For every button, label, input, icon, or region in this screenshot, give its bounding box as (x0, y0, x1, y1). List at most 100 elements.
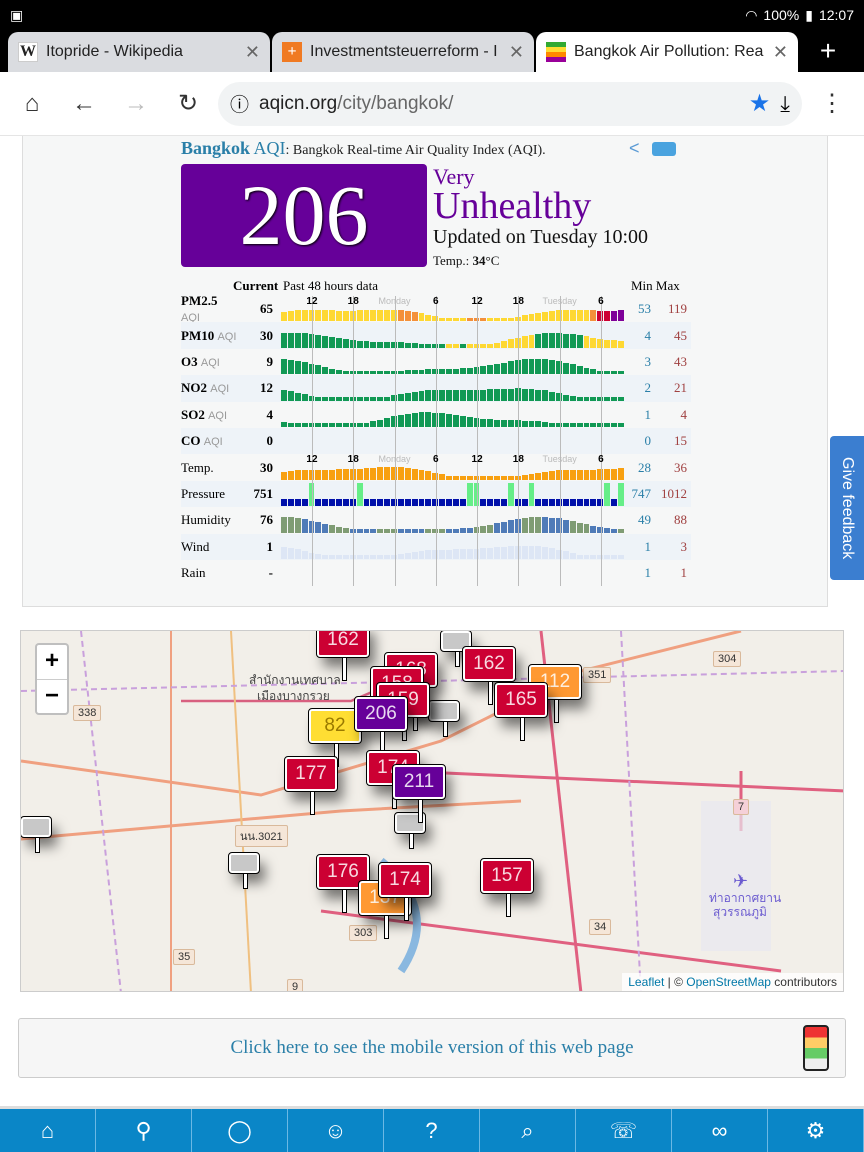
map[interactable]: + − 338 351 304 7 นน.3021 303 34 35 9 สำ… (20, 630, 844, 992)
close-tab-icon[interactable]: ✕ (244, 41, 260, 62)
search-icon[interactable]: ⌕ (480, 1109, 576, 1152)
page-title: Bangkok AQI: Bangkok Real-time Air Quali… (181, 138, 546, 159)
openstreetmap-link[interactable]: OpenStreetMap (686, 975, 771, 989)
new-tab-button[interactable]: + (819, 35, 837, 66)
table-row: Rain - 1 1 (181, 559, 691, 587)
map-marker-no-data[interactable] (394, 812, 426, 849)
max-value: 119 (667, 301, 687, 317)
aqi-station-marker[interactable]: 82 (308, 708, 362, 767)
current-value: 12 (260, 380, 273, 396)
aqi-station-marker[interactable]: 162 (462, 646, 516, 705)
row-label: O3 AQI (181, 353, 220, 369)
max-value: 4 (680, 406, 688, 422)
sparkline-chart (281, 535, 625, 559)
aqi-station-marker[interactable]: 162 (316, 631, 370, 681)
globe-icon[interactable]: ◯ (192, 1109, 288, 1152)
aqi-station-marker[interactable]: 112 (528, 664, 582, 723)
menu-button[interactable]: ⋮ (820, 90, 844, 117)
give-feedback-button[interactable]: Give feedback (830, 436, 864, 580)
row-label: PM10 AQI (181, 327, 237, 343)
road-label: 303 (349, 925, 378, 941)
link-icon[interactable]: ∞ (672, 1109, 768, 1152)
min-value: 2 (644, 380, 652, 396)
road-label: 304 (713, 651, 742, 667)
table-row: SO2 AQI 4 1 4 (181, 401, 691, 428)
smartphone-icon (803, 1025, 829, 1071)
sparkline-chart (281, 561, 625, 585)
aqi-station-marker[interactable]: 176 (316, 854, 370, 913)
airport-icon: ✈ (733, 871, 749, 891)
gallery-notification-icon: ▣ (10, 6, 24, 23)
row-label: PM2.5 AQI (181, 293, 218, 325)
aqi-station-marker[interactable]: 177 (284, 756, 338, 815)
aqi-station-marker[interactable]: 174 (378, 862, 432, 921)
city-link[interactable]: Bangkok (181, 138, 251, 158)
address-bar[interactable]: ⓘ aqicn.org/city/bangkok/ ★ ⤓ (218, 81, 802, 126)
map-marker-no-data[interactable] (228, 852, 260, 889)
aqi-station-marker[interactable]: 211 (392, 764, 446, 823)
min-value: 53 (638, 301, 651, 317)
map-marker-no-data[interactable] (440, 631, 472, 667)
gear-icon[interactable]: ⚙ (768, 1109, 864, 1152)
min-value: 28 (638, 459, 651, 475)
home-button[interactable]: ⌂ (24, 89, 40, 117)
info-icon[interactable]: ⓘ (230, 95, 250, 116)
map-marker-no-data[interactable] (428, 700, 460, 737)
sparkline-chart (281, 429, 625, 453)
sparkline-chart (281, 482, 625, 507)
forward-button[interactable]: → (124, 89, 148, 117)
road-label: 338 (73, 705, 102, 721)
current-value: 4 (266, 406, 274, 422)
table-row: CO AQI 0 0 15 (181, 427, 691, 455)
min-value: 1 (644, 538, 652, 554)
faq-icon[interactable]: ? (384, 1109, 480, 1152)
tab-title: Investmentsteuerreform - I (310, 43, 498, 60)
aqi-card: Bangkok AQI: Bangkok Real-time Air Quali… (22, 136, 828, 607)
time-axis-labels: 12 18 Monday 6 12 18 Tuesday 6 (306, 296, 604, 307)
wikipedia-favicon-icon: W (18, 42, 38, 62)
table-row: PM10 AQI 30 4 45 (181, 322, 691, 349)
leaflet-link[interactable]: Leaflet (628, 975, 665, 989)
zoom-out-button[interactable]: − (37, 679, 67, 713)
download-icon[interactable]: ⤓ (780, 90, 790, 116)
browser-tab-strip: W Itopride - Wikipedia ✕ + Investmentste… (0, 30, 864, 72)
browser-toolbar: ⌂ ← → ↻ ⓘ aqicn.org/city/bangkok/ ★ ⤓ ⋮ (0, 72, 864, 136)
aqi-station-marker[interactable]: 165 (494, 682, 548, 741)
share-icon[interactable]: < (629, 138, 640, 158)
max-value: 1 (680, 565, 688, 581)
back-button[interactable]: ← (72, 89, 96, 117)
table-row: O3 AQI 9 3 43 (181, 348, 691, 376)
mobile-version-link[interactable]: Click here to see the mobile version of … (18, 1018, 846, 1078)
embed-widget-icon[interactable] (651, 142, 676, 156)
clock: 12:07 (818, 7, 854, 23)
reload-button[interactable]: ↻ (177, 90, 199, 117)
url-host: aqicn.org (259, 92, 338, 114)
map-marker-no-data[interactable] (21, 816, 52, 853)
subtitle: : Bangkok Real-time Air Quality Index (A… (285, 143, 546, 158)
chat-person-icon[interactable]: ☏ (576, 1109, 672, 1152)
location-pin-icon[interactable]: ⚲ (96, 1109, 192, 1152)
mask-icon[interactable]: ☺ (288, 1109, 384, 1152)
sparkline-chart (281, 509, 625, 533)
row-label: Pressure (181, 485, 226, 501)
table-row: Humidity 76 49 88 (181, 507, 691, 534)
home-icon[interactable]: ⌂ (0, 1109, 96, 1152)
aqi-station-marker[interactable]: 157 (480, 858, 534, 917)
row-label: Temp. (181, 459, 214, 475)
close-tab-icon[interactable]: ✕ (772, 41, 788, 62)
close-tab-icon[interactable]: ✕ (508, 41, 524, 62)
tab-bangkok-air-pollution[interactable]: Bangkok Air Pollution: Rea ✕ (536, 32, 798, 72)
share-icons: < (629, 138, 676, 159)
min-value: 0 (644, 433, 652, 449)
bookmark-star-icon[interactable]: ★ (748, 90, 771, 117)
max-value: 88 (674, 512, 687, 528)
orange-site-favicon-icon: + (282, 42, 302, 62)
zoom-in-button[interactable]: + (44, 647, 59, 674)
mobile-version-text: Click here to see the mobile version of … (230, 1037, 634, 1058)
pollutant-table: Current Past 48 hours data Min Max PM2.5… (181, 278, 691, 587)
tab-wikipedia[interactable]: W Itopride - Wikipedia ✕ (8, 32, 270, 72)
tab-investmentsteuerreform[interactable]: + Investmentsteuerreform - I ✕ (272, 32, 534, 72)
android-status-bar: ▣ ◠ 100% ▮ 12:07 (0, 0, 864, 30)
aqi-station-marker[interactable]: 206 (354, 696, 408, 755)
current-value: 9 (266, 353, 274, 369)
